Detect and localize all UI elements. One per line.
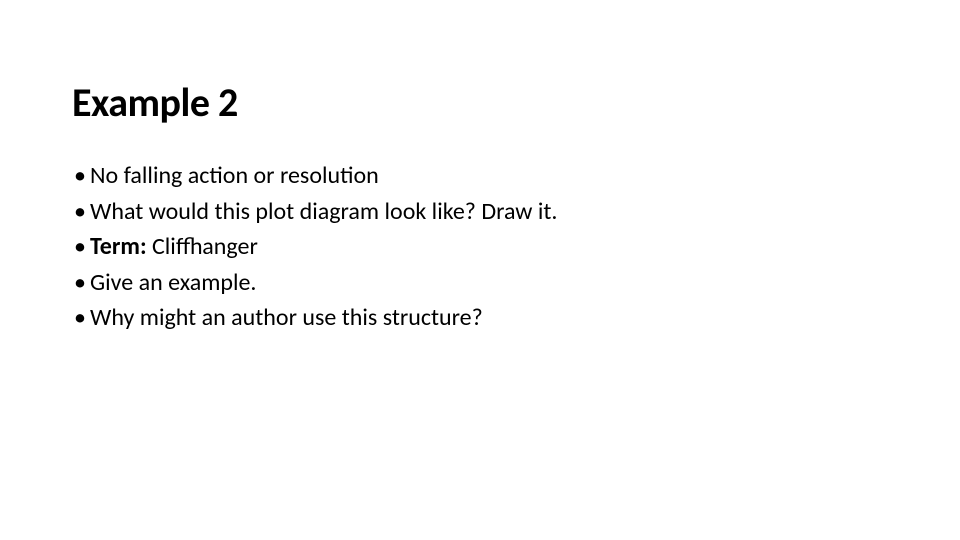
bullet-icon: • [72,230,90,264]
bullet-text: No falling action or resolution [90,159,888,193]
slide: Example 2 • No falling action or resolut… [0,0,960,540]
list-item: • Term: Cliffhanger [72,230,888,264]
bullet-text: Why might an author use this structure? [90,301,888,335]
bullet-text: Term: Cliffhanger [90,230,888,264]
bullet-icon: • [72,266,90,300]
list-item: • No falling action or resolution [72,159,888,193]
bullet-text: Give an example. [90,266,888,300]
bullet-list: • No falling action or resolution • What… [72,159,888,335]
slide-title: Example 2 [72,78,888,127]
bullet-icon: • [72,159,90,193]
bullet-icon: • [72,301,90,335]
list-item: • Why might an author use this structure… [72,301,888,335]
bullet-icon: • [72,195,90,229]
list-item: • What would this plot diagram look like… [72,195,888,229]
list-item: • Give an example. [72,266,888,300]
bullet-text: What would this plot diagram look like? … [90,195,888,229]
